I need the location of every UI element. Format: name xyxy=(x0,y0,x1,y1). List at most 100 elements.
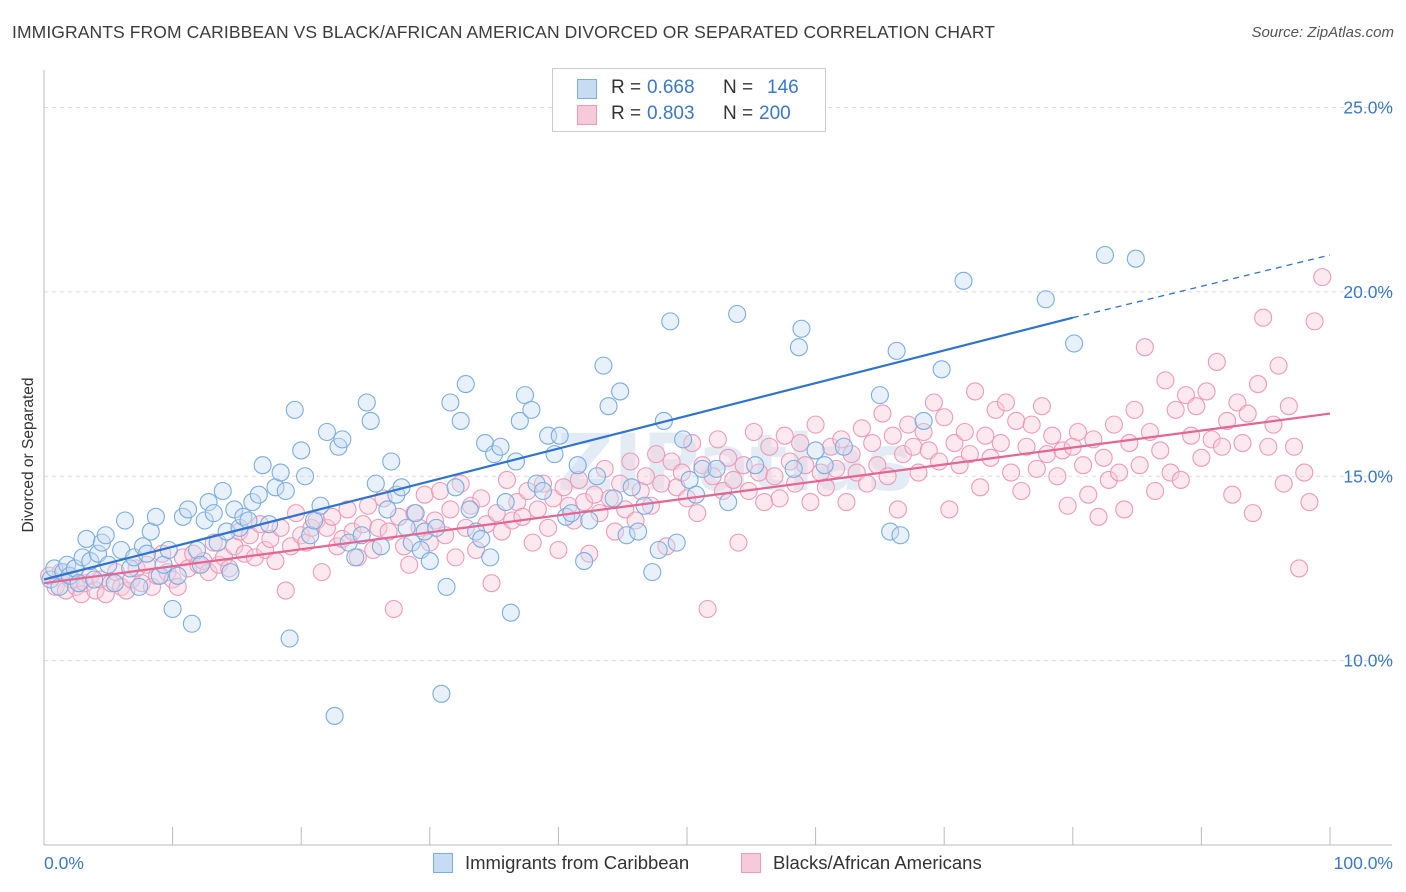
data-point xyxy=(873,404,892,423)
data-point xyxy=(1151,441,1170,460)
data-point xyxy=(1099,470,1118,489)
data-point xyxy=(431,481,450,501)
data-point xyxy=(996,393,1015,412)
data-point xyxy=(887,341,906,360)
data-point xyxy=(1058,496,1077,515)
data-point xyxy=(460,500,479,519)
data-point xyxy=(587,467,607,486)
data-point xyxy=(837,493,856,512)
data-point xyxy=(496,493,515,512)
data-point xyxy=(674,430,693,449)
data-point xyxy=(792,319,811,338)
data-point xyxy=(81,552,100,571)
data-point xyxy=(649,540,668,560)
stats-legend: R = 0.668 N = 146 R = 0.803 N = 200 xyxy=(552,68,826,132)
data-point xyxy=(384,599,403,619)
data-point xyxy=(533,474,553,493)
data-point xyxy=(893,445,913,464)
data-point xyxy=(415,485,434,504)
data-point xyxy=(467,540,486,560)
data-point xyxy=(253,456,272,475)
data-point xyxy=(585,485,604,504)
data-point xyxy=(899,415,918,434)
data-point xyxy=(266,552,285,571)
data-point xyxy=(662,452,681,471)
trend-line-black xyxy=(43,412,1331,585)
data-point xyxy=(1017,437,1036,456)
data-point xyxy=(1032,397,1051,416)
data-point xyxy=(904,437,923,456)
data-point xyxy=(622,478,641,497)
data-point xyxy=(765,467,784,486)
data-point xyxy=(815,456,834,475)
data-point xyxy=(575,552,594,571)
data-point xyxy=(1027,459,1046,478)
data-point xyxy=(954,271,973,290)
data-point xyxy=(1284,437,1304,456)
data-point xyxy=(510,411,529,430)
legend-swatch-blue xyxy=(433,853,453,873)
data-point xyxy=(199,493,218,512)
data-point xyxy=(456,375,475,394)
data-point xyxy=(1012,481,1031,501)
data-point xyxy=(801,493,820,512)
data-point xyxy=(1022,415,1041,434)
data-point xyxy=(930,452,949,471)
data-point xyxy=(1274,474,1293,493)
data-point xyxy=(1120,434,1139,453)
data-point xyxy=(285,400,304,419)
legend-label: Immigrants from Caribbean xyxy=(465,852,690,873)
data-point xyxy=(213,481,232,501)
data-point xyxy=(522,400,541,419)
data-point xyxy=(834,437,853,456)
r-label: R = xyxy=(611,77,642,98)
data-point xyxy=(986,400,1005,419)
data-point xyxy=(1068,422,1087,442)
data-point xyxy=(437,577,456,596)
data-point xyxy=(361,411,380,430)
data-point xyxy=(1238,404,1257,423)
data-point xyxy=(617,526,636,545)
trend-line-caribbean xyxy=(43,316,1074,581)
data-point xyxy=(1036,290,1055,309)
data-point xyxy=(688,504,707,523)
data-point xyxy=(1233,434,1252,453)
data-point xyxy=(914,411,933,430)
data-point xyxy=(325,706,344,725)
data-point xyxy=(130,577,149,596)
data-point xyxy=(881,522,900,541)
data-point xyxy=(760,437,779,456)
data-point xyxy=(594,356,613,375)
data-point xyxy=(357,393,376,412)
data-point xyxy=(683,434,702,453)
data-point xyxy=(1182,426,1201,445)
data-point xyxy=(636,467,655,486)
data-point xyxy=(1197,382,1216,401)
data-point xyxy=(693,459,712,478)
data-point xyxy=(569,470,589,489)
n-label: N = xyxy=(723,77,754,98)
r-value: 0.668 xyxy=(647,77,695,98)
data-point xyxy=(891,526,910,545)
data-point xyxy=(420,552,439,571)
data-point xyxy=(1048,467,1067,486)
data-point xyxy=(719,448,738,467)
data-point xyxy=(1135,338,1154,357)
data-point xyxy=(292,441,311,460)
data-point xyxy=(842,445,861,464)
data-point xyxy=(821,437,841,456)
data-point xyxy=(427,518,446,537)
data-point xyxy=(1126,249,1145,268)
data-point xyxy=(1104,415,1124,434)
data-point xyxy=(883,426,902,445)
data-point xyxy=(1269,356,1288,375)
data-point xyxy=(1223,485,1242,504)
y-axis-label: Divorced or Separated xyxy=(20,377,37,532)
data-point xyxy=(1125,400,1144,419)
data-point xyxy=(239,511,258,530)
data-point xyxy=(77,529,96,548)
legend-swatch-pink xyxy=(741,853,761,873)
data-point xyxy=(523,533,542,552)
data-point xyxy=(806,441,825,460)
y-tick-label: 20.0% xyxy=(1343,282,1393,302)
